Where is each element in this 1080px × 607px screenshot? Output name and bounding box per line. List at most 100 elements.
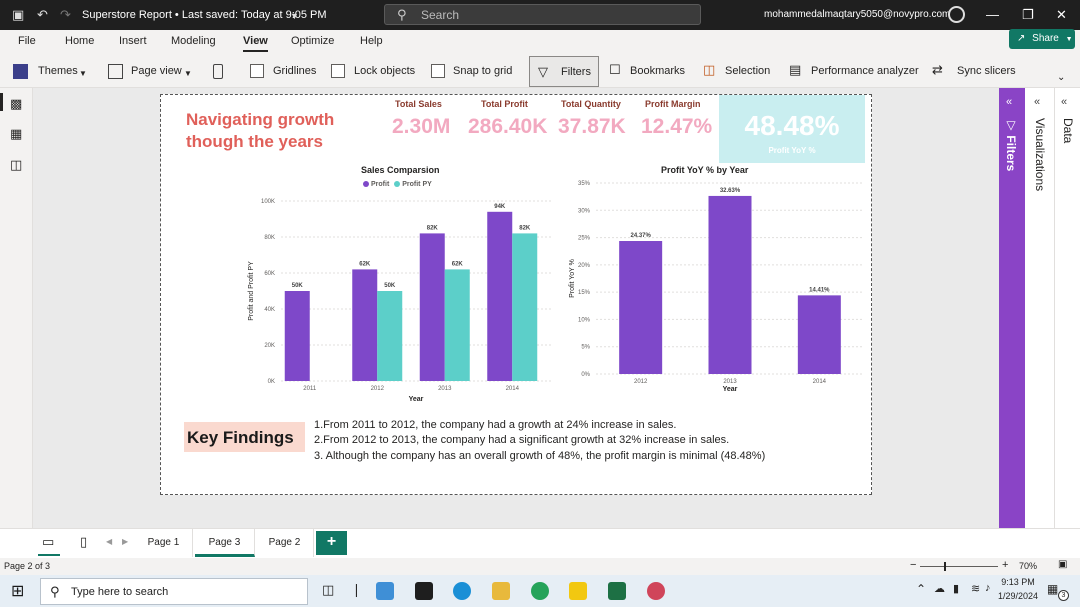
zoom-in-icon[interactable]: + xyxy=(1002,559,1009,571)
clock-date[interactable]: 1/29/2024 xyxy=(997,591,1039,601)
sales-comparison-chart[interactable]: 0K 20K 40K 60K 80K 100K 50K 2011 62K 50K 2012 82K 62… xyxy=(241,191,561,405)
key-findings-label: Key Findings xyxy=(184,422,305,452)
sales-y-tick-label: 100K xyxy=(261,199,275,205)
chevron-down-icon[interactable]: ▼ xyxy=(290,11,299,21)
sales-bar-profit-py[interactable] xyxy=(512,233,538,381)
menu-modeling[interactable]: Modeling xyxy=(171,35,216,47)
report-view-icon[interactable]: ▩ xyxy=(10,96,23,111)
yoy-y-tick-label: 5% xyxy=(581,345,590,351)
next-page-icon[interactable]: ▶ xyxy=(122,537,129,546)
menu-view[interactable]: View xyxy=(243,34,268,52)
sales-bar-profit[interactable] xyxy=(419,233,445,381)
figma-icon[interactable] xyxy=(415,582,433,600)
yoy-y-axis-title: Profit YoY % xyxy=(569,259,576,298)
bookmarks-button[interactable]: Bookmarks xyxy=(630,65,686,77)
tab-page-2[interactable]: Page 2 xyxy=(256,529,314,557)
zoom-slider[interactable] xyxy=(920,566,998,567)
desktop-layout-icon[interactable]: ▭ xyxy=(42,534,55,549)
sales-bar-profit[interactable] xyxy=(284,291,310,381)
sales-bar-profit-py[interactable] xyxy=(444,269,470,381)
taskbar-search[interactable]: ⚲ Type here to search xyxy=(40,578,308,605)
undo-icon[interactable]: ↶ xyxy=(37,7,48,22)
share-label: Share xyxy=(1032,33,1059,44)
notifications-icon[interactable]: ▦ xyxy=(1047,582,1059,596)
avatar[interactable] xyxy=(948,6,965,23)
tab-page-3[interactable]: Page 3 xyxy=(195,529,255,557)
menu-home[interactable]: Home xyxy=(65,35,95,47)
cloud-icon[interactable]: ☁ xyxy=(934,583,945,595)
excel-icon[interactable] xyxy=(608,582,626,600)
kpi-profit-margin-label: Profit Margin xyxy=(645,99,701,109)
mobile-layout-icon[interactable]: ▯ xyxy=(80,534,88,549)
whatsapp-icon[interactable] xyxy=(531,582,549,600)
filters-button[interactable]: ▽ Filters xyxy=(529,56,599,87)
active-view-indicator xyxy=(0,93,3,111)
show-hidden-icons[interactable]: ⌃ xyxy=(916,582,927,596)
yoy-bar[interactable] xyxy=(797,295,841,374)
expand-icon[interactable]: « xyxy=(1006,96,1013,108)
chevron-down-icon[interactable]: ▼ xyxy=(79,69,87,78)
filters-pane[interactable]: « ▽ Filters xyxy=(999,88,1025,528)
sales-bar-profit[interactable] xyxy=(487,211,513,381)
sales-bar-profit[interactable] xyxy=(352,269,378,381)
expand-icon[interactable]: « xyxy=(1061,96,1068,108)
gridlines-checkbox[interactable] xyxy=(250,64,264,78)
file-explorer-icon[interactable] xyxy=(492,582,510,600)
ribbon-collapse-icon[interactable]: ⌄ xyxy=(1057,72,1066,83)
table-view-icon[interactable]: ▦ xyxy=(10,126,23,141)
edge-browser-icon[interactable] xyxy=(453,582,471,600)
close-icon[interactable]: ✕ xyxy=(1056,7,1067,22)
page-view-button[interactable]: Page view xyxy=(131,65,182,77)
menu-insert[interactable]: Insert xyxy=(119,35,147,47)
minimize-icon[interactable]: — xyxy=(986,7,999,22)
yoy-bar[interactable] xyxy=(619,241,663,374)
data-pane[interactable]: « Data xyxy=(1055,88,1080,528)
remote-desktop-icon[interactable] xyxy=(376,582,394,600)
user-email: mohammedalmaqtary5050@novypro.com xyxy=(764,9,951,20)
share-button[interactable]: ↗ Share ▼ xyxy=(1009,29,1075,49)
save-icon[interactable]: ▣ xyxy=(12,7,25,22)
sales-y-tick-label: 40K xyxy=(264,307,275,313)
performance-analyzer-button[interactable]: Performance analyzer xyxy=(811,65,919,77)
chevron-down-icon[interactable]: ▼ xyxy=(184,69,192,78)
power-bi-icon[interactable] xyxy=(569,582,587,600)
wifi-icon[interactable]: ≋ xyxy=(971,583,981,595)
profit-yoy-chart[interactable]: 0% 5% 10% 15% 20% 25% 30% 35% 24.37% 2012 32.63% 20… xyxy=(566,175,866,405)
prev-page-icon[interactable]: ◀ xyxy=(106,537,113,546)
yoy-bar[interactable] xyxy=(708,195,752,374)
mobile-layout-icon[interactable] xyxy=(213,64,223,79)
tab-page-1[interactable]: Page 1 xyxy=(135,529,193,557)
redo-icon[interactable]: ↷ xyxy=(60,7,71,22)
menu-file[interactable]: File xyxy=(18,35,36,47)
selection-button[interactable]: Selection xyxy=(725,65,771,77)
volume-icon[interactable]: ♪ xyxy=(985,582,991,594)
zoom-out-icon[interactable]: − xyxy=(910,559,917,571)
widgets-icon[interactable]: ❘ xyxy=(351,582,362,597)
windows-start-icon[interactable]: ⊞ xyxy=(11,583,25,600)
fit-to-page-icon[interactable]: ▣ xyxy=(1058,559,1068,570)
search-box[interactable]: ⚲ Search xyxy=(384,4,701,25)
expand-icon[interactable]: « xyxy=(1034,96,1041,108)
battery-icon[interactable]: ▮ xyxy=(953,583,960,595)
sales-data-label: 82K xyxy=(427,225,439,231)
snap-to-grid-checkbox[interactable] xyxy=(431,64,445,78)
model-view-icon[interactable]: ◫ xyxy=(10,157,23,172)
gridlines-label: Gridlines xyxy=(273,65,317,77)
clock-time[interactable]: 9:13 PM xyxy=(1001,577,1035,587)
snipping-tool-icon[interactable] xyxy=(647,582,665,600)
zoom-slider-thumb[interactable] xyxy=(944,562,946,571)
menu-help[interactable]: Help xyxy=(360,35,383,47)
lock-objects-checkbox[interactable] xyxy=(331,64,345,78)
sales-bar-profit-py[interactable] xyxy=(377,291,403,381)
kpi-profit-margin-value: 12.47% xyxy=(641,115,713,138)
sync-slicers-button[interactable]: Sync slicers xyxy=(957,65,1016,77)
restore-icon[interactable]: ❐ xyxy=(1022,7,1034,22)
visualizations-pane[interactable]: « Visualizations xyxy=(1025,88,1055,528)
menu-optimize[interactable]: Optimize xyxy=(291,35,335,47)
profit-yoy-card[interactable]: 48.48% Profit YoY % xyxy=(719,95,865,163)
legend-profit-py-label: Profit PY xyxy=(402,181,432,188)
add-page-button[interactable]: + xyxy=(316,531,347,555)
task-view-icon[interactable]: ◫ xyxy=(322,582,335,597)
page-tabs-bar: ▭ ▯ ◀ ▶ Page 1 Page 3 Page 2 + xyxy=(0,528,1080,558)
themes-button[interactable]: Themes xyxy=(38,65,78,77)
